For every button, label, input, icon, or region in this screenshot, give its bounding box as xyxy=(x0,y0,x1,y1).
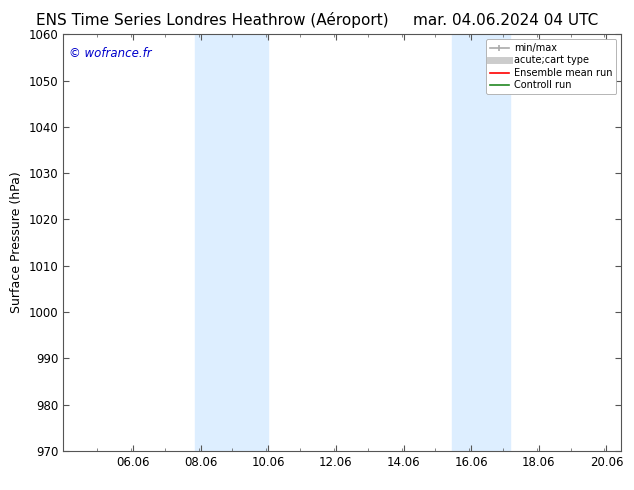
Bar xyxy=(452,34,510,451)
Text: ENS Time Series Londres Heathrow (Aéroport)     mar. 04.06.2024 04 UTC: ENS Time Series Londres Heathrow (Aéropo… xyxy=(36,12,598,28)
Bar xyxy=(195,34,268,451)
Y-axis label: Surface Pressure (hPa): Surface Pressure (hPa) xyxy=(10,172,23,314)
Text: © wofrance.fr: © wofrance.fr xyxy=(69,47,152,60)
Legend: min/max, acute;cart type, Ensemble mean run, Controll run: min/max, acute;cart type, Ensemble mean … xyxy=(486,39,616,94)
